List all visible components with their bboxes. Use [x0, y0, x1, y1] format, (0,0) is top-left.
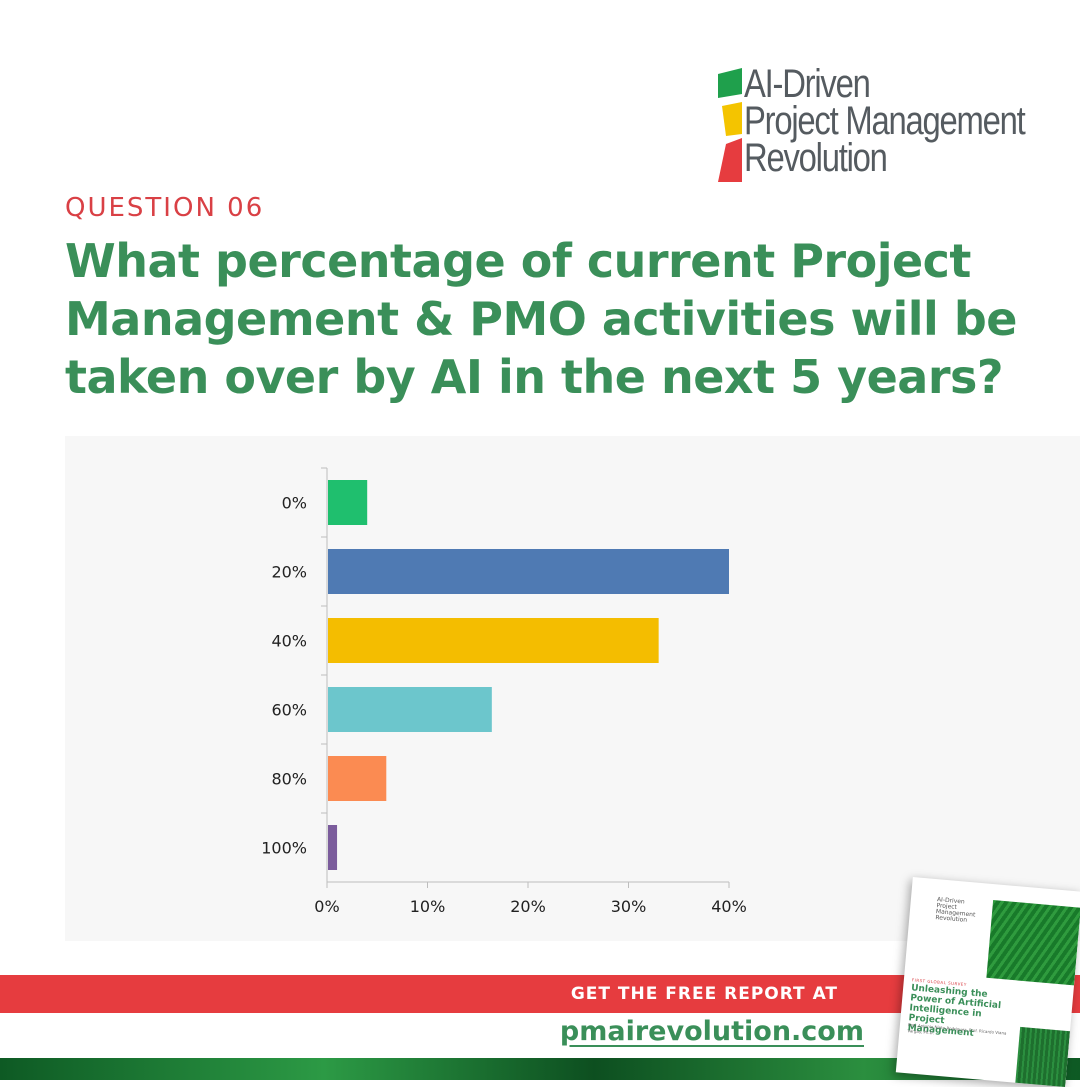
cta-text: GET THE FREE REPORT AT [570, 984, 838, 1004]
logo-mark-icon [718, 68, 742, 182]
report-link[interactable]: pmairevolution.com [559, 1016, 864, 1047]
category-label: 40% [271, 632, 307, 651]
bar-40% [328, 618, 659, 663]
chart-panel: 0% 20% 40% 60% 80% 100% 0% 10% 20% 30% 40% [65, 436, 1080, 941]
logo-line-2: Project Management [744, 99, 1026, 143]
report-cover-image[interactable]: AI-Driven Project Management Revolution … [895, 876, 1080, 1087]
category-label: 80% [271, 770, 307, 789]
cover-logo: AI-Driven Project Management Revolution [935, 896, 981, 925]
question-title: What percentage of current Project Manag… [65, 234, 1017, 404]
bar-80% [328, 756, 387, 801]
category-label: 20% [271, 563, 307, 582]
x-tick-label: 10% [410, 897, 446, 916]
bar-20% [328, 549, 729, 594]
category-label: 100% [261, 839, 307, 858]
brand-logo: AI-Driven Project Management Revolution [716, 62, 1046, 186]
logo-line-1: AI-Driven [744, 62, 871, 106]
question-label: QUESTION 06 [65, 193, 265, 223]
category-label: 0% [282, 494, 307, 513]
x-tick-label: 20% [510, 897, 546, 916]
cta-banner [0, 975, 1080, 1013]
bar-chart: 0% 20% 40% 60% 80% 100% 0% 10% 20% 30% 40% [261, 467, 747, 916]
cover-art-secondary [1014, 1026, 1071, 1087]
logo-line-3: Revolution [744, 136, 888, 180]
bar-100% [328, 825, 338, 870]
category-label: 60% [271, 701, 307, 720]
bar-0% [328, 480, 368, 525]
bar-60% [328, 687, 492, 732]
x-tick-label: 30% [611, 897, 647, 916]
x-tick-label: 40% [711, 897, 747, 916]
footer-band [0, 1058, 1080, 1080]
x-tick-label: 0% [314, 897, 339, 916]
cover-art [986, 900, 1080, 986]
